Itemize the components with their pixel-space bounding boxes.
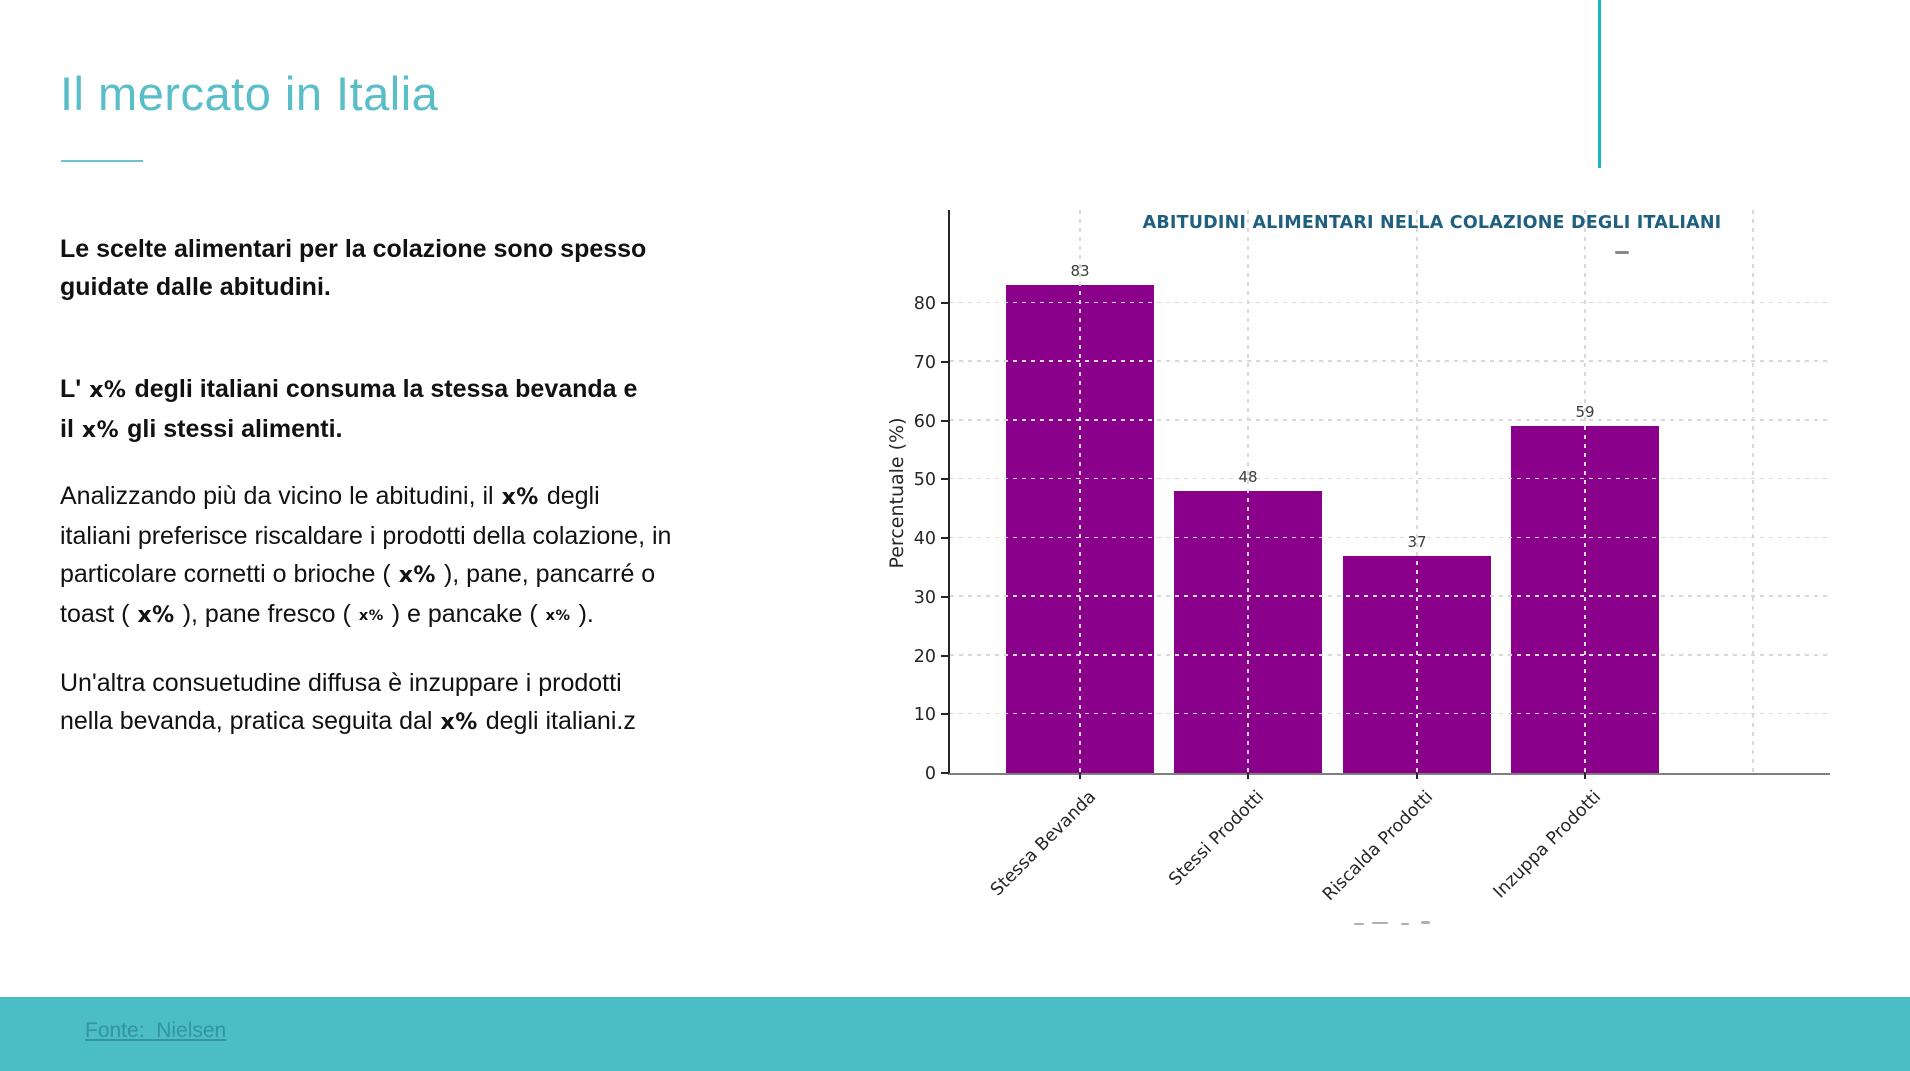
x-gridline [1416,210,1418,773]
y-tick-mark [941,595,949,598]
y-tick-label: 40 [913,529,936,549]
footer-source-link[interactable]: Fonte: Nielsen [85,1019,227,1042]
y-axis-spine [948,210,950,773]
x-axis-spine [948,772,1830,775]
bar-value-label: 37 [1407,533,1427,551]
text-segment: nella bevanda, pratica seguita dal [60,707,433,735]
placeholder-token: x% [358,608,384,624]
x-tick-mark [1416,773,1418,779]
chart: ABITUDINI ALIMENTARI NELLA COLAZIONE DEG… [880,198,1890,970]
y-gridline [950,419,1830,421]
cropped-text-artifact [1354,923,1364,925]
x-gridline [1247,210,1249,773]
text-segment: L' [60,375,82,403]
text-segment: degli italiani.z [485,707,636,735]
text-segment: italiani preferisce riscaldare i prodott… [60,522,672,550]
x-tick-label: Riscalda Prodotti [1319,787,1438,906]
y-tick-mark [941,360,949,363]
text-segment: gli stessi alimenti. [127,415,343,443]
body-paragraph-4: Un'altra consuetudine diffusa è inzuppar… [60,664,830,742]
body-paragraph-2: L' x% degli italiani consuma la stessa bev… [60,370,830,450]
text-segment: Analizzando più da vicino le abitudini, … [60,482,494,510]
y-gridline [950,360,1830,362]
y-gridline [950,595,1830,597]
body-paragraph-1: Le scelte alimentari per la colazione so… [60,230,830,306]
y-tick-label: 50 [913,470,936,491]
page-title: Il mercato in Italia [60,67,439,120]
text-segment: Un'altra consuetudine diffusa è inzuppar… [60,669,622,697]
y-gridline [950,712,1830,715]
text-segment: il [60,415,74,443]
body-paragraph-3: Analizzando più da vicino le abitudini, … [60,477,830,637]
y-tick-mark [941,537,949,539]
y-tick-label: 20 [913,646,936,667]
y-tick-mark [941,772,949,774]
x-gridline [1752,210,1754,773]
y-gridline [950,301,1830,303]
text-segment: degli [546,482,600,510]
placeholder-token: x% [137,603,175,628]
text-segment: degli italiani consuma la stessa bevanda… [134,375,638,403]
text-segment: particolare cornetti o brioche ( [60,560,391,588]
y-tick-label: 60 [913,411,936,432]
chart-plot-area: Percentuale (%) 0 10 20 30 40 50 60 70 80 83 Stess… [886,210,1830,905]
placeholder-token: x% [89,378,127,403]
x-tick-mark [1247,773,1249,779]
text-segment: ), pane fresco ( [182,600,351,628]
y-tick-label: 0 [924,764,936,784]
y-tick-mark [941,654,949,657]
placeholder-token: x% [440,710,478,735]
chart-title: ABITUDINI ALIMENTARI NELLA COLAZIONE DEG… [1142,213,1722,233]
placeholder-token: x% [501,485,539,510]
text-segment: toast ( [60,600,130,628]
y-gridline [950,536,1830,538]
cropped-text-artifact [1421,921,1430,924]
cropped-text-artifact [1372,922,1388,924]
y-tick-label: 80 [913,294,936,314]
text-segment: guidate dalle abitudini. [60,273,331,301]
cropped-text-artifact [1401,923,1409,925]
text-segment: ), pane, pancarré o [443,560,656,588]
text-segment: Le scelte alimentari per la colazione so… [60,235,647,263]
placeholder-token: x% [398,563,436,588]
x-gridline [1584,210,1586,773]
x-tick-label: Stessi Prodotti [1165,787,1269,890]
y-tick-label: 30 [913,587,936,608]
y-tick-mark [941,478,949,481]
footer-bar: Fonte: Nielsen [0,997,1910,1071]
y-gridline [950,477,1830,480]
accent-vertical-line [1598,0,1601,168]
bar-value-label: 59 [1575,403,1595,421]
placeholder-token: x% [81,418,120,443]
x-tick-label: Inzuppa Prodotti [1489,787,1606,903]
x-tick-mark [1584,773,1586,779]
x-tick-label: Stessa Bevanda [986,787,1101,901]
placeholder-token: x% [545,608,571,624]
body-text-block: Le scelte alimentari per la colazione so… [60,230,830,769]
y-gridline [950,654,1830,656]
y-tick-label: 10 [913,705,936,726]
y-tick-label: 70 [913,352,936,373]
y-tick-mark [941,302,949,304]
title-underline-rule [61,160,143,162]
x-gridline [1079,210,1081,773]
bar-value-label: 83 [1070,262,1090,280]
bar-value-label: 48 [1238,468,1258,486]
text-segment: ) e pancake ( [391,600,538,628]
cropped-text-artifact [1615,251,1629,254]
y-tick-mark [941,419,949,422]
y-tick-mark [941,713,949,716]
text-segment: ). [578,600,594,628]
x-tick-mark [1079,773,1081,779]
